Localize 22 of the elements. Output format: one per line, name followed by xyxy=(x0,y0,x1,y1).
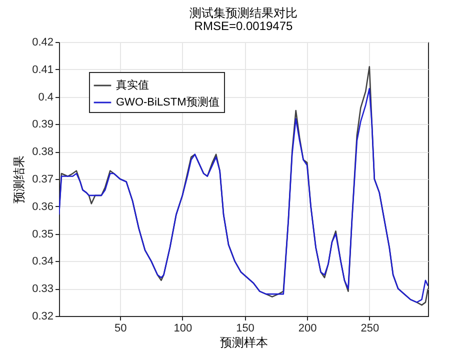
chart-subtitle: RMSE=0.0019475 xyxy=(194,19,294,33)
x-tick-label: 50 xyxy=(114,322,127,334)
x-tick-label: 150 xyxy=(236,322,254,334)
y-tick-label: 0.37 xyxy=(32,174,54,186)
y-tick-label: 0.35 xyxy=(32,228,54,240)
y-tick-label: 0.32 xyxy=(32,310,54,322)
y-tick-label: 0.38 xyxy=(32,146,54,158)
y-tick-label: 0.34 xyxy=(32,256,54,268)
chart-title: 测试集预测结果对比 xyxy=(190,6,298,20)
y-tick-label: 0.4 xyxy=(38,91,54,104)
x-tick-label: 200 xyxy=(298,322,317,334)
y-tick-label: 0.39 xyxy=(32,118,54,131)
x-tick-label: 250 xyxy=(360,322,380,334)
legend-label: 真实值 xyxy=(116,78,149,92)
y-tick-label: 0.41 xyxy=(32,64,54,76)
legend-label: GWO-BiLSTM预测值 xyxy=(116,96,220,108)
x-tick-label: 100 xyxy=(174,322,192,334)
y-axis-title: 预测结果 xyxy=(12,156,26,204)
y-tick-label: 0.33 xyxy=(32,283,54,296)
y-tick-label: 0.36 xyxy=(32,200,54,213)
y-tick-label: 0.42 xyxy=(32,36,54,48)
x-axis-title: 预测样本 xyxy=(220,336,268,350)
